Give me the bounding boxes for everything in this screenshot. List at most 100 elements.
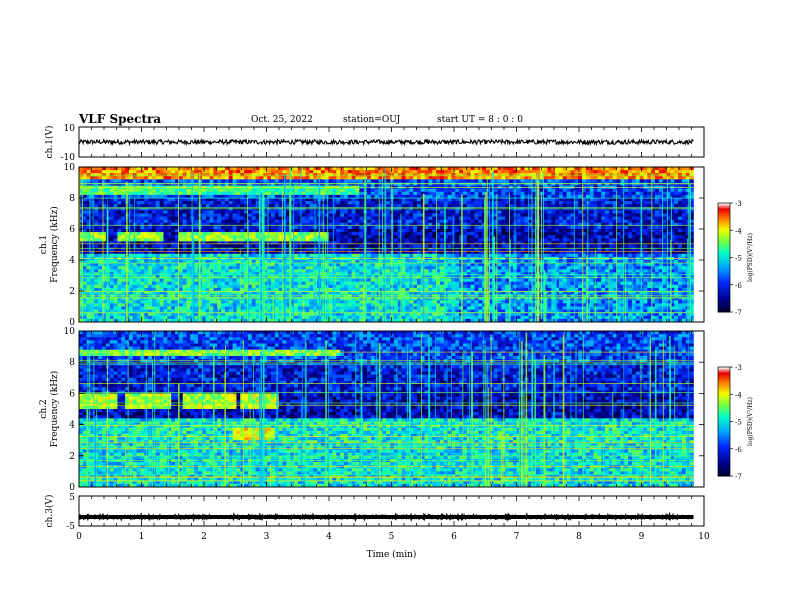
spectrogram-cell — [213, 247, 218, 252]
spectrogram-cell — [501, 210, 506, 214]
spectrogram-cell — [305, 204, 310, 208]
spectrogram-cell — [94, 238, 99, 242]
spectrogram-cell — [432, 253, 437, 258]
spectrogram-cell — [151, 210, 157, 214]
spectrogram-cell — [236, 247, 241, 252]
spectrogram-cell — [270, 222, 276, 227]
spectrogram-cell — [670, 241, 675, 245]
spectrogram-cell — [436, 247, 441, 252]
spectrogram-cell — [105, 191, 111, 196]
spectrogram-cell — [416, 219, 422, 224]
spectrogram-cell — [247, 204, 253, 208]
spectrogram-cell — [213, 182, 218, 186]
spectrogram-cell — [390, 167, 395, 171]
spectrogram-cell — [628, 238, 633, 242]
spectrogram-cell — [539, 229, 545, 233]
spectrogram-cell — [355, 238, 360, 242]
spectrogram-cell — [509, 194, 514, 199]
spectrogram-cell — [612, 244, 617, 248]
spectrogram-cell — [155, 244, 161, 248]
spectrogram-cell — [520, 253, 525, 258]
spectrogram-cell — [209, 238, 214, 242]
spectrogram-cell — [601, 253, 606, 258]
spectrogram-cell — [443, 250, 449, 255]
spectrogram-cell — [182, 194, 187, 199]
spectrogram-cell — [643, 198, 648, 202]
spectrogram-cell — [539, 216, 545, 221]
spectrogram-cell — [194, 247, 199, 252]
spectrogram-cell — [144, 194, 149, 199]
spectrogram-cell — [582, 238, 587, 242]
spectrogram-cell — [462, 210, 468, 214]
spectrogram-cell — [175, 191, 180, 196]
spectrogram-cell — [478, 247, 483, 252]
spectrogram-cell — [509, 235, 514, 239]
spectrogram-cell — [608, 167, 614, 171]
spectrogram-cell — [574, 188, 579, 193]
spectrogram-cell — [305, 238, 310, 242]
spectrogram-cell — [251, 191, 257, 196]
spectrogram-cell — [305, 241, 310, 245]
spectrogram-cell — [259, 219, 264, 224]
spectrogram-cell — [616, 232, 621, 236]
spectrogram-cell — [205, 250, 210, 255]
spectrogram-cell — [501, 179, 506, 183]
spectrogram-cell — [82, 204, 88, 208]
spectrogram-cell — [155, 213, 161, 217]
spectrogram-cell — [462, 191, 468, 196]
spectrogram-cell — [313, 170, 318, 174]
spectrogram-cell — [455, 216, 460, 221]
spectrogram-cell — [620, 201, 625, 205]
spectrogram-cell — [509, 167, 514, 171]
spectrogram-cell — [681, 188, 687, 193]
spectrogram-cell — [228, 179, 233, 183]
spectrogram-cell — [589, 182, 594, 186]
spectrogram-cell — [528, 191, 533, 196]
spectrogram-cell — [247, 182, 253, 186]
spectrogram-cell — [524, 225, 529, 230]
spectrogram-cell — [178, 167, 184, 171]
spectrogram-cell — [343, 201, 349, 205]
spectrogram-cell — [186, 238, 191, 242]
spectrogram-cell — [328, 179, 333, 183]
spectrogram-cell — [474, 198, 479, 202]
spectrogram-cell — [432, 244, 437, 248]
spectrogram-cell — [578, 179, 583, 183]
spectrogram-cell — [447, 204, 452, 208]
spectrogram-cell — [167, 247, 172, 252]
spectrogram-cell — [608, 219, 614, 224]
spectrogram-cell — [374, 179, 379, 183]
spectrogram-cell — [566, 241, 571, 245]
spectrogram-cell — [620, 241, 625, 245]
spectrogram-cell — [593, 225, 598, 230]
spectrogram-cell — [221, 250, 226, 255]
spectrogram-cell — [489, 167, 495, 171]
spectrogram-cell — [171, 247, 176, 252]
spectrogram-cell — [532, 179, 537, 183]
spectrogram-cell — [144, 229, 149, 233]
spectrogram-cell — [466, 194, 472, 199]
spectrogram-cell — [524, 198, 529, 202]
spectrogram-cell — [217, 170, 222, 174]
spectrogram-cell — [82, 244, 88, 248]
spectrogram-cell — [578, 194, 583, 199]
spectrogram-cell — [551, 232, 556, 236]
spectrogram-cell — [678, 194, 683, 199]
spectrogram-cell — [685, 194, 690, 199]
spectrogram-cell — [113, 244, 118, 248]
spectrogram-cell — [294, 170, 299, 174]
spectrogram-cell — [332, 167, 337, 171]
spectrogram-cell — [94, 253, 99, 258]
spectrogram-cell — [436, 222, 441, 227]
spectrogram-cell — [201, 250, 207, 255]
spectrogram-cell — [209, 167, 214, 171]
spectrogram-cell — [347, 198, 353, 202]
spectrogram-cell — [543, 188, 548, 193]
spectrogram-cell — [597, 167, 602, 171]
spectrogram-cell — [186, 194, 191, 199]
spectrogram-cell — [447, 247, 452, 252]
spectrogram-cell — [674, 229, 679, 233]
spectrogram-cell — [148, 176, 153, 180]
spectrogram-cell — [144, 260, 149, 264]
spectrogram-cell — [213, 188, 218, 193]
